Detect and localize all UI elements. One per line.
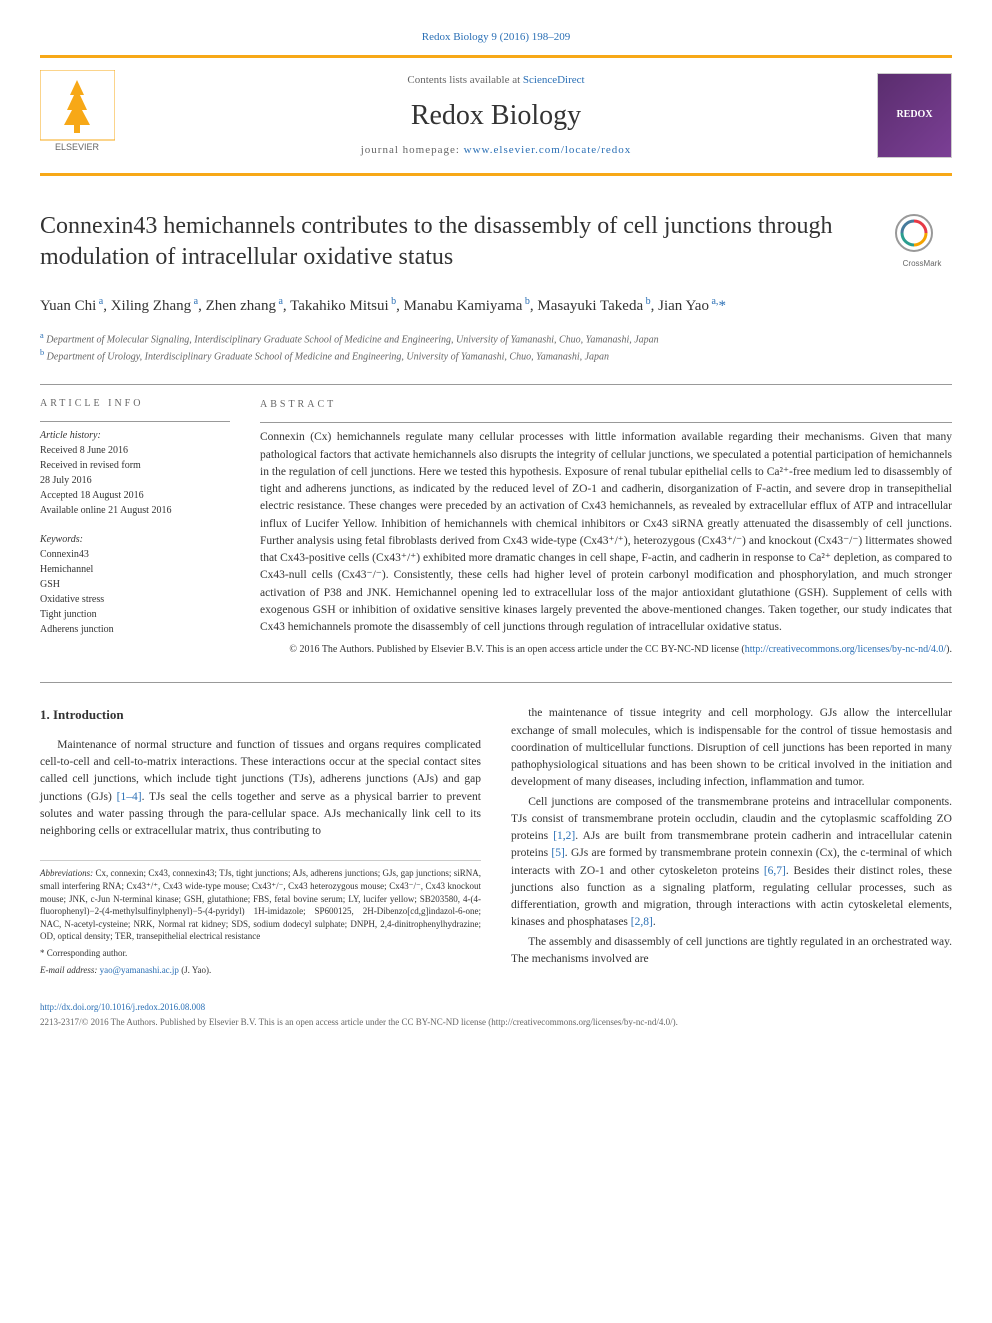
homepage-line: journal homepage: www.elsevier.com/locat… bbox=[115, 143, 877, 158]
abbrev-text: Cx, connexin; Cx43, connexin43; TJs, tig… bbox=[40, 868, 481, 941]
doi-link[interactable]: http://dx.doi.org/10.1016/j.redox.2016.0… bbox=[40, 1002, 205, 1012]
license-link[interactable]: http://creativecommons.org/licenses/by-n… bbox=[745, 644, 946, 655]
email-link[interactable]: yao@yamanashi.ac.jp bbox=[100, 965, 179, 975]
keyword: GSH bbox=[40, 577, 230, 592]
page-footer: http://dx.doi.org/10.1016/j.redox.2016.0… bbox=[40, 1001, 952, 1028]
article-info: ARTICLE INFO Article history: Received 8… bbox=[40, 397, 230, 657]
divider bbox=[40, 682, 952, 683]
abbreviations: Abbreviations: Cx, connexin; Cx43, conne… bbox=[40, 867, 481, 943]
keywords: Keywords: Connexin43 Hemichannel GSH Oxi… bbox=[40, 532, 230, 637]
info-abstract-row: ARTICLE INFO Article history: Received 8… bbox=[40, 397, 952, 657]
footer-copyright: 2213-2317/© 2016 The Authors. Published … bbox=[40, 1016, 952, 1029]
svg-text:CrossMark: CrossMark bbox=[903, 259, 943, 268]
copyright-close: ). bbox=[946, 644, 952, 655]
authors-line: Yuan Chi a, Xiling Zhang a, Zhen zhang a… bbox=[40, 294, 952, 318]
body-paragraph: The assembly and disassembly of cell jun… bbox=[511, 934, 952, 969]
journal-cover: REDOX bbox=[877, 73, 952, 158]
email-line: E-mail address: yao@yamanashi.ac.jp (J. … bbox=[40, 964, 481, 977]
ref-link[interactable]: [1,2] bbox=[553, 830, 575, 842]
keyword: Oxidative stress bbox=[40, 592, 230, 607]
contents-prefix: Contents lists available at bbox=[407, 74, 522, 86]
email-owner: (J. Yao). bbox=[179, 965, 211, 975]
history-item: 28 July 2016 bbox=[40, 473, 230, 488]
history-item: Received in revised form bbox=[40, 458, 230, 473]
citation-line[interactable]: Redox Biology 9 (2016) 198–209 bbox=[40, 30, 952, 45]
keyword: Connexin43 bbox=[40, 547, 230, 562]
history-label: Article history: bbox=[40, 428, 230, 443]
author: Jian Yao bbox=[658, 298, 709, 314]
journal-name: Redox Biology bbox=[115, 96, 877, 135]
body-paragraph: Cell junctions are composed of the trans… bbox=[511, 794, 952, 932]
abstract: ABSTRACT Connexin (Cx) hemichannels regu… bbox=[260, 397, 952, 657]
history-item: Accepted 18 August 2016 bbox=[40, 488, 230, 503]
author: Takahiko Mitsui bbox=[290, 298, 389, 314]
author: Zhen zhang bbox=[206, 298, 276, 314]
history-item: Received 8 June 2016 bbox=[40, 443, 230, 458]
author: Yuan Chi bbox=[40, 298, 96, 314]
body-paragraph: Maintenance of normal structure and func… bbox=[40, 737, 481, 841]
copyright-text: © 2016 The Authors. Published by Elsevie… bbox=[289, 644, 744, 655]
ref-link[interactable]: [1–4] bbox=[117, 791, 142, 803]
divider bbox=[40, 384, 952, 385]
article-title: Connexin43 hemichannels contributes to t… bbox=[40, 211, 892, 273]
intro-heading: 1. Introduction bbox=[40, 705, 481, 725]
body-columns: 1. Introduction Maintenance of normal st… bbox=[40, 705, 952, 976]
article-history: Article history: Received 8 June 2016 Re… bbox=[40, 428, 230, 518]
ref-link[interactable]: [5] bbox=[551, 847, 564, 859]
header-center: Contents lists available at ScienceDirec… bbox=[115, 73, 877, 159]
keyword: Adherens junction bbox=[40, 622, 230, 637]
email-label: E-mail address: bbox=[40, 965, 97, 975]
keyword: Hemichannel bbox=[40, 562, 230, 577]
elsevier-logo: ELSEVIER bbox=[40, 70, 115, 160]
keyword: Tight junction bbox=[40, 607, 230, 622]
ref-link[interactable]: [6,7] bbox=[764, 865, 786, 877]
abstract-text: Connexin (Cx) hemichannels regulate many… bbox=[260, 429, 952, 636]
author: Masayuki Takeda bbox=[537, 298, 643, 314]
contents-line: Contents lists available at ScienceDirec… bbox=[115, 73, 877, 88]
history-item: Available online 21 August 2016 bbox=[40, 503, 230, 518]
ref-link[interactable]: [2,8] bbox=[631, 916, 653, 928]
journal-header: ELSEVIER Contents lists available at Sci… bbox=[40, 55, 952, 175]
abstract-heading: ABSTRACT bbox=[260, 397, 952, 412]
copyright-line: © 2016 The Authors. Published by Elsevie… bbox=[260, 642, 952, 657]
author: Xiling Zhang bbox=[111, 298, 191, 314]
homepage-prefix: journal homepage: bbox=[361, 144, 464, 156]
title-row: Connexin43 hemichannels contributes to t… bbox=[40, 211, 952, 276]
elsevier-label: ELSEVIER bbox=[55, 142, 100, 152]
affiliation-b: b Department of Urology, Interdisciplina… bbox=[40, 347, 952, 364]
body-paragraph: the maintenance of tissue integrity and … bbox=[511, 705, 952, 791]
affiliation-a: a Department of Molecular Signaling, Int… bbox=[40, 330, 952, 347]
sciencedirect-link[interactable]: ScienceDirect bbox=[523, 74, 585, 86]
affiliations: a Department of Molecular Signaling, Int… bbox=[40, 330, 952, 365]
keywords-label: Keywords: bbox=[40, 532, 230, 547]
corresponding-author: * Corresponding author. bbox=[40, 947, 481, 960]
crossmark-badge[interactable]: CrossMark bbox=[892, 211, 952, 276]
info-heading: ARTICLE INFO bbox=[40, 397, 230, 411]
abbrev-label: Abbreviations: bbox=[40, 868, 93, 878]
page-container: Redox Biology 9 (2016) 198–209 ELSEVIER … bbox=[0, 0, 992, 1058]
homepage-link[interactable]: www.elsevier.com/locate/redox bbox=[464, 144, 632, 156]
footnotes: Abbreviations: Cx, connexin; Cx43, conne… bbox=[40, 860, 481, 976]
author: Manabu Kamiyama bbox=[404, 298, 523, 314]
